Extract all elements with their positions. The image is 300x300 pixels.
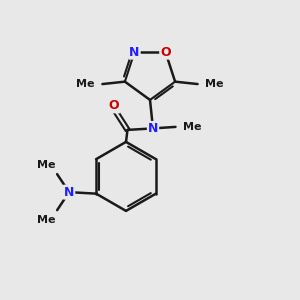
Text: Me: Me bbox=[183, 122, 202, 132]
Text: N: N bbox=[148, 122, 158, 135]
Text: Me: Me bbox=[37, 215, 56, 225]
Text: Me: Me bbox=[37, 160, 56, 170]
Text: N: N bbox=[129, 46, 140, 59]
Text: N: N bbox=[64, 186, 74, 199]
Text: Me: Me bbox=[205, 79, 224, 89]
Text: Me: Me bbox=[76, 79, 95, 89]
Text: O: O bbox=[160, 46, 171, 59]
Text: O: O bbox=[109, 99, 119, 112]
